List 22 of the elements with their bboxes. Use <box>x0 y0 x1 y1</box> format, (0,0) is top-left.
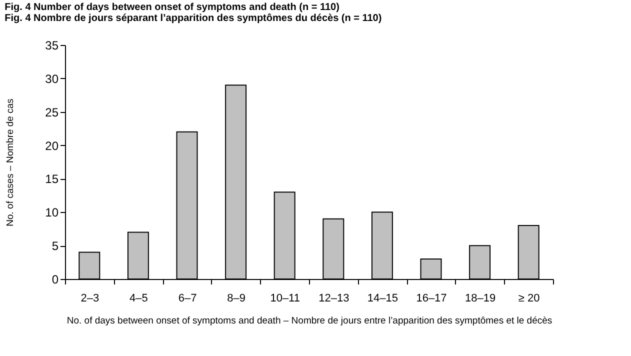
y-tick-label: 20 <box>45 138 59 153</box>
x-tick-label: 6–7 <box>178 292 197 304</box>
x-tick-label: 14–15 <box>367 292 398 304</box>
y-tick-label: 25 <box>45 105 59 120</box>
y-tick-label: 5 <box>52 239 59 254</box>
x-tick-label: 18–19 <box>465 292 496 304</box>
y-tick-label: 35 <box>45 38 59 52</box>
x-tick-label: 10–11 <box>270 292 300 304</box>
y-axis-title: No. of cases – Nombre de cas <box>5 98 16 226</box>
y-tick-label: 15 <box>45 172 59 186</box>
x-tick-label: ≥ 20 <box>518 292 540 304</box>
x-axis-title: No. of days between onset of symptoms and death – Nombre de jours entre l’apparition des symptômes et le décès <box>66 316 552 326</box>
chart-title: Fig. 4 Number of days between onset of symptoms and death (n = 110) <box>4 2 340 13</box>
x-tick-label: 16–17 <box>416 292 447 304</box>
y-tick-label: 10 <box>45 206 59 220</box>
x-tick-label: 4–5 <box>130 292 148 304</box>
chart-subtitle: Fig. 4 Nombre de jours séparant l’apparition des symptômes du décès (n = 110) <box>4 13 382 24</box>
y-tick-label: 0 <box>52 272 59 286</box>
x-tick-label: 8–9 <box>227 292 246 304</box>
y-tick-label: 30 <box>45 72 59 86</box>
x-tick-label: 2–3 <box>80 292 100 304</box>
x-tick-label: 12–13 <box>318 292 350 304</box>
